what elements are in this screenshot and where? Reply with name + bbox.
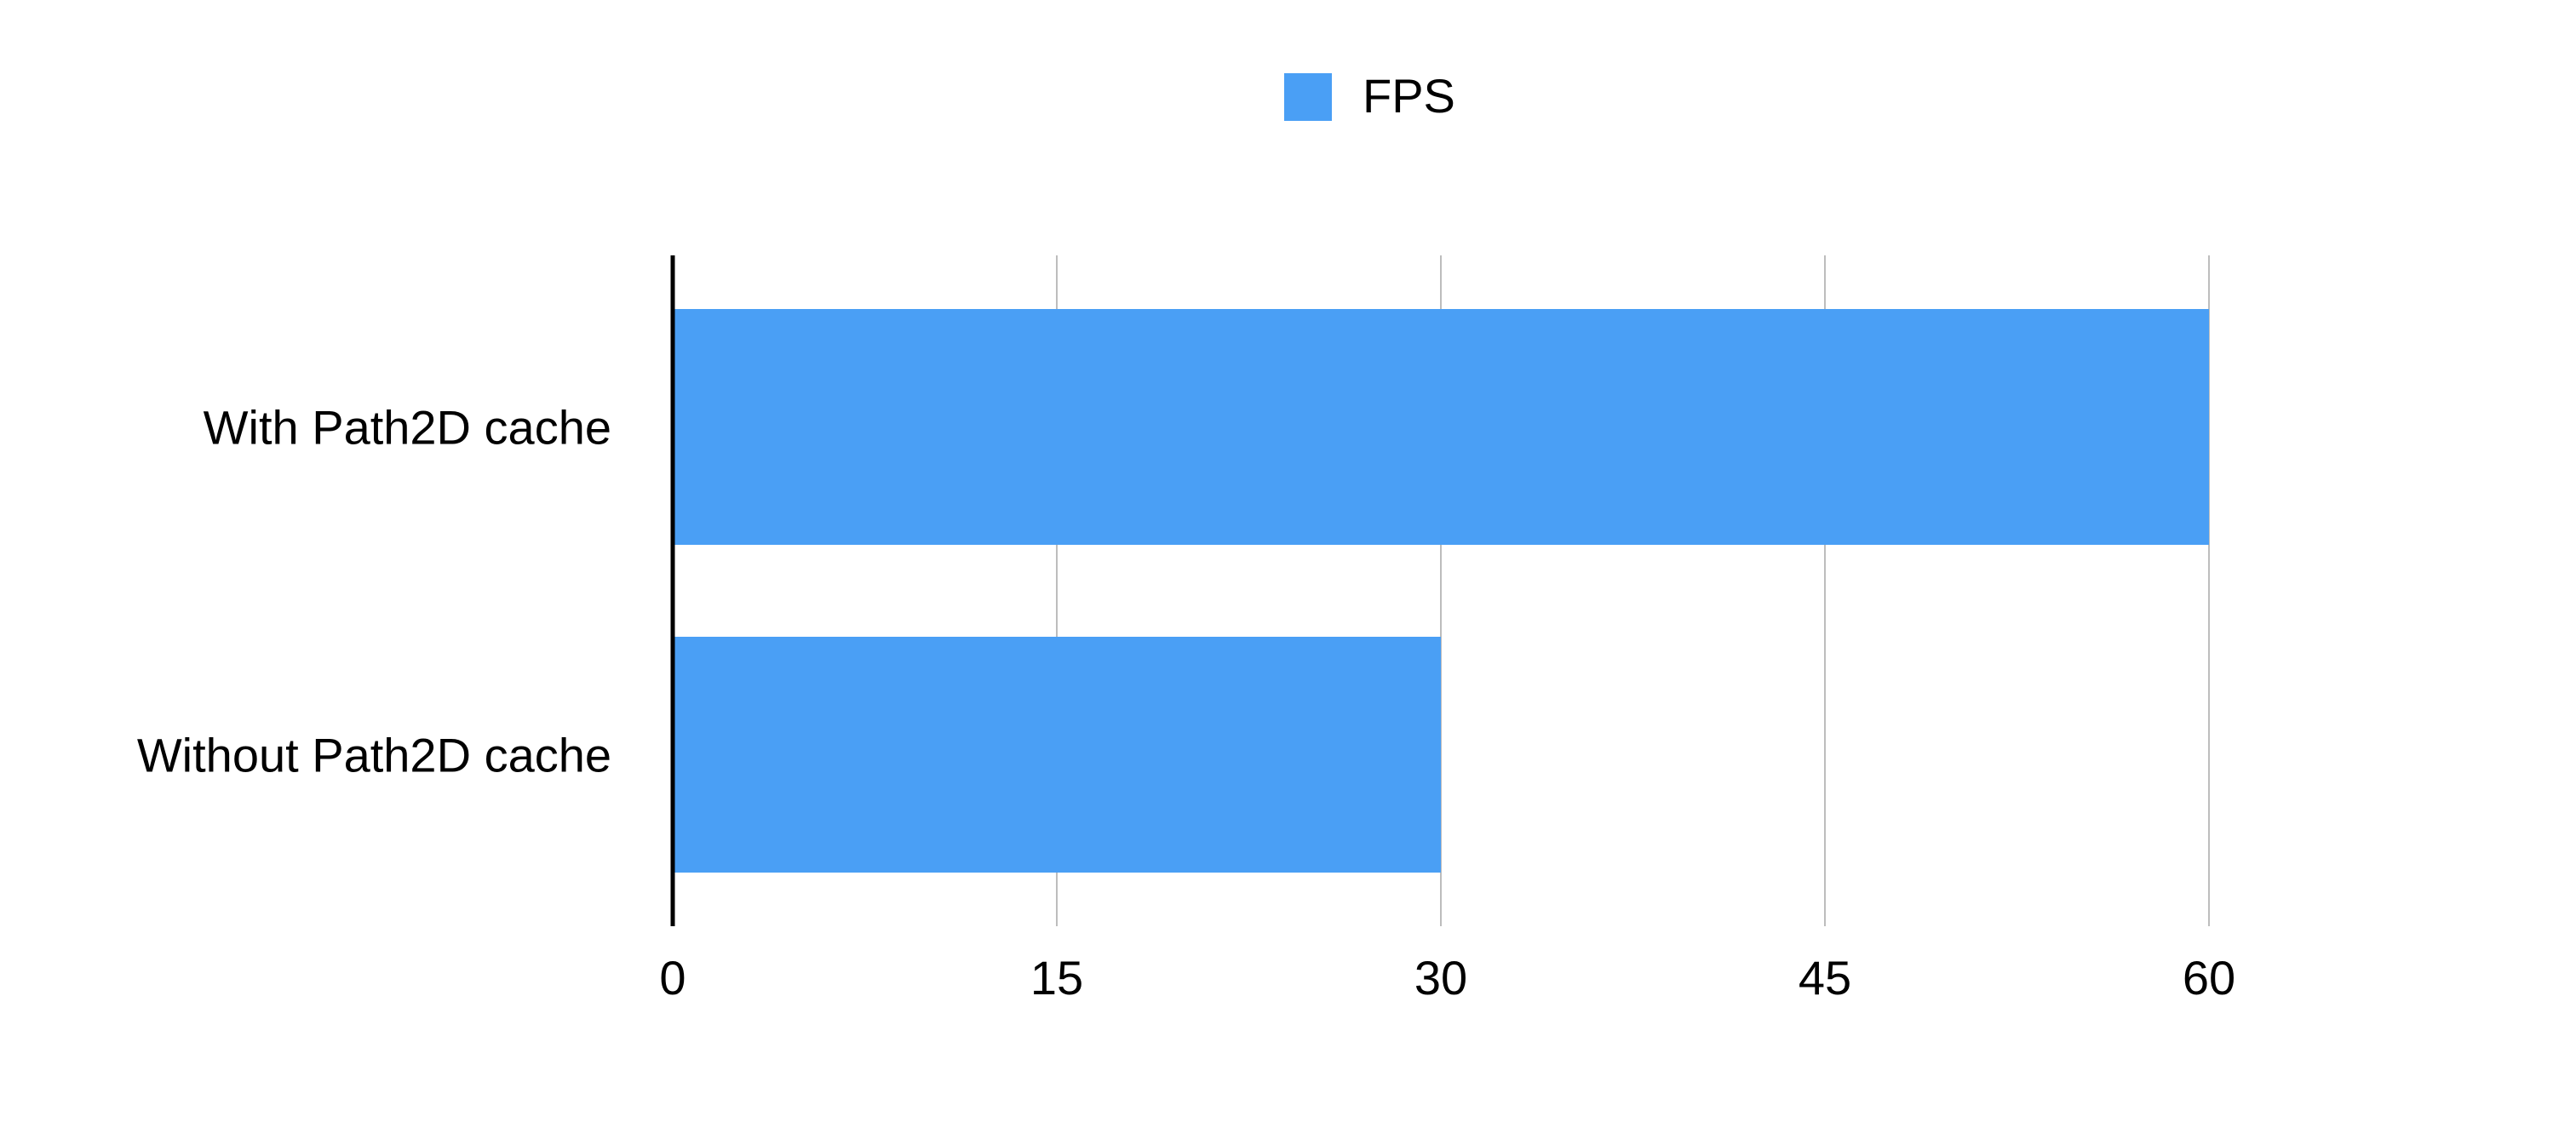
bar-with-path2d-cache	[673, 309, 2209, 545]
x-tick-label-60: 60	[2183, 951, 2235, 1005]
category-label-with-path2d-cache: With Path2D cache	[204, 401, 611, 455]
x-tick-label-15: 15	[1030, 951, 1083, 1005]
legend-label-fps: FPS	[1363, 69, 1455, 123]
x-tick-label-30: 30	[1414, 951, 1467, 1005]
bars	[673, 309, 2209, 873]
x-tick-label-45: 45	[1799, 951, 1851, 1005]
legend-swatch-fps	[1284, 73, 1332, 121]
bar-without-path2d-cache	[673, 637, 1441, 873]
category-label-without-path2d-cache: Without Path2D cache	[137, 729, 611, 782]
labels: With Path2D cache Without Path2D cache 0 15…	[137, 401, 2235, 1005]
legend: FPS	[1284, 69, 1455, 123]
x-tick-label-0: 0	[659, 951, 686, 1005]
